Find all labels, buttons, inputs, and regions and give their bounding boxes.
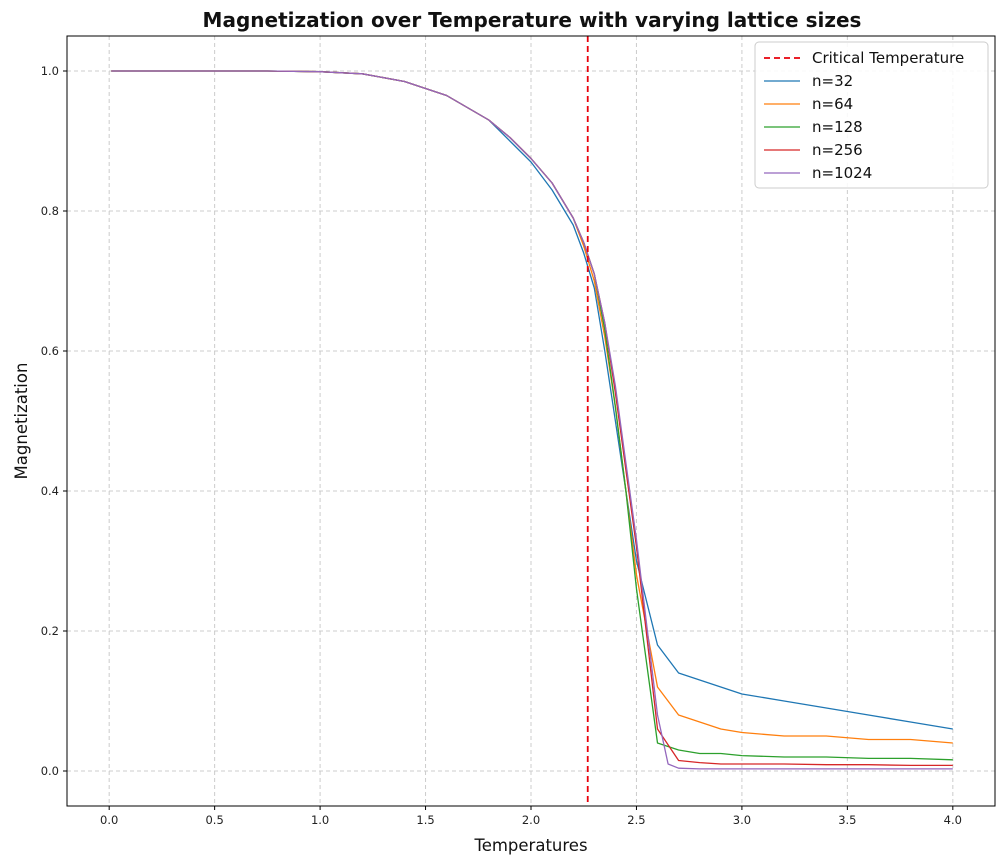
y-tick-label: 1.0 [41, 64, 59, 78]
legend-box [754, 41, 989, 189]
legend-label: n=64 [812, 95, 853, 113]
y-tick-label: 0.2 [41, 624, 59, 638]
legend-label: n=32 [812, 72, 853, 90]
x-axis-label: Temperatures [473, 836, 587, 855]
legend-label: n=256 [812, 141, 863, 159]
y-tick-label: 0.6 [41, 344, 59, 358]
y-axis-label: Magnetization [12, 363, 31, 480]
x-tick-label: 0.5 [205, 813, 223, 827]
series-layer [111, 70, 953, 770]
x-tick-label: 4.0 [944, 813, 962, 827]
x-tick-label: 1.5 [416, 813, 434, 827]
legend-label: n=128 [812, 118, 863, 136]
y-tick-label: 0.8 [41, 204, 59, 218]
x-tick-label: 3.0 [733, 813, 751, 827]
legend-label: Critical Temperature [812, 49, 964, 67]
y-ticks: 0.0 0.2 0.4 0.6 0.8 1.0 [41, 64, 67, 778]
series-line-4 [111, 70, 953, 770]
legend: Critical Temperature n=32 n=64 n=128 n=256 n=… [754, 41, 989, 189]
x-ticks: 0.0 0.5 1.0 1.5 2.0 2.5 3.0 3.5 4.0 [100, 806, 962, 827]
chart-title: Magnetization over Temperature with vary… [203, 8, 862, 32]
x-tick-label: 3.5 [838, 813, 856, 827]
x-tick-label: 2.0 [522, 813, 540, 827]
x-tick-label: 1.0 [311, 813, 329, 827]
x-tick-label: 2.5 [627, 813, 645, 827]
y-tick-label: 0.0 [41, 764, 59, 778]
legend-label: n=1024 [812, 164, 872, 182]
y-tick-label: 0.4 [41, 484, 59, 498]
x-tick-label: 0.0 [100, 813, 118, 827]
